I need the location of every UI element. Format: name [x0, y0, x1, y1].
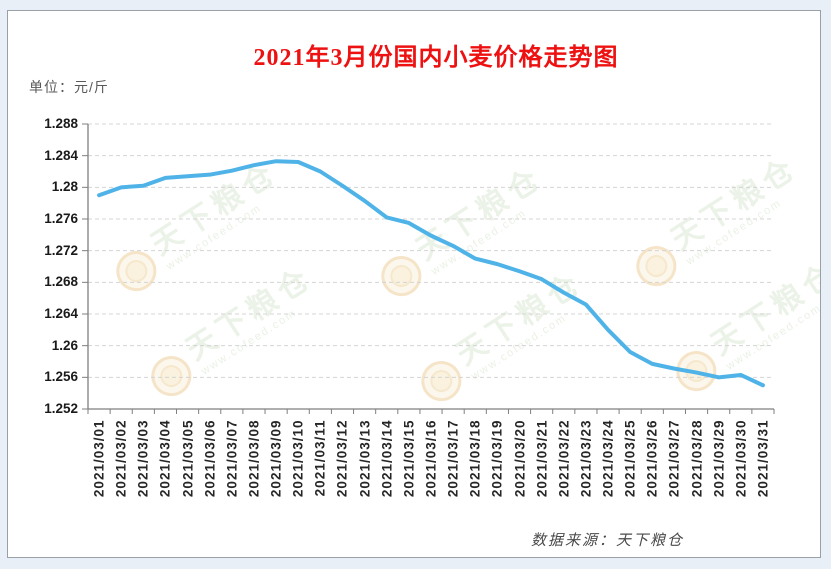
- y-tick-label: 1.264: [44, 306, 78, 321]
- x-tick-label: 2021/03/04: [157, 419, 173, 497]
- watermark-tile: 天下粮仓 www.cofeed.com: [667, 256, 820, 399]
- x-tick-label: 2021/03/31: [755, 419, 771, 497]
- y-tick-label: 1.256: [44, 369, 78, 385]
- watermark-tile: 天下粮仓 www.cofeed.com: [627, 151, 812, 294]
- grain-barn-logo-inner-ring: [121, 255, 152, 287]
- x-tick-label: 2021/03/21: [534, 419, 550, 497]
- grain-barn-logo-icon: [628, 238, 685, 294]
- y-tick-label: 1.284: [44, 147, 78, 163]
- watermark-tile: 天下粮仓 www.cofeed.com: [412, 266, 597, 409]
- x-tick-label: 2021/03/17: [445, 419, 461, 497]
- x-tick-label: 2021/03/08: [246, 419, 262, 497]
- x-tick-label: 2021/03/28: [689, 419, 705, 497]
- unit-label: 单位：元/斤: [29, 79, 109, 95]
- x-tick-label: 2021/03/23: [578, 419, 594, 497]
- x-tick-label: 2021/03/12: [334, 419, 350, 497]
- grain-barn-logo-inner-ring: [386, 260, 417, 292]
- x-tick-label: 2021/03/09: [268, 419, 284, 497]
- y-tick-label: 1.252: [44, 401, 78, 416]
- x-tick-label: 2021/03/13: [357, 419, 373, 497]
- grain-barn-logo-icon: [413, 353, 470, 409]
- x-tick-label: 2021/03/06: [202, 419, 218, 497]
- x-tick-label: 2021/03/05: [180, 419, 196, 497]
- y-tick-label: 1.268: [44, 274, 78, 290]
- grain-barn-logo-icon: [143, 348, 200, 404]
- x-tick-label: 2021/03/02: [113, 419, 129, 497]
- x-tick-label: 2021/03/18: [467, 419, 483, 497]
- chart-panel: 天下粮仓 www.cofeed.com 天下粮仓 www.cofeed.com 天下粮仓…: [7, 10, 821, 558]
- grain-barn-logo-inner-ring: [426, 365, 457, 397]
- grain-barn-logo-inner-ring: [156, 360, 187, 392]
- x-tick-label: 2021/03/01: [91, 419, 107, 497]
- grain-barn-logo-inner-ring: [681, 355, 712, 387]
- y-tick-label: 1.28: [51, 179, 78, 195]
- x-tick-label: 2021/03/27: [666, 419, 682, 497]
- x-tick-label: 2021/03/07: [224, 419, 240, 497]
- x-tick-label: 2021/03/03: [135, 419, 151, 497]
- x-tick-label: 2021/03/25: [622, 419, 638, 497]
- x-tick-label: 2021/03/22: [556, 419, 572, 497]
- x-tick-label: 2021/03/26: [644, 419, 660, 497]
- grain-barn-logo-inner-ring: [641, 250, 672, 282]
- grain-barn-logo-icon: [668, 343, 725, 399]
- chart-title: 2021年3月份国内小麦价格走势图: [253, 45, 619, 71]
- x-tick-label: 2021/03/30: [733, 419, 749, 497]
- x-tick-label: 2021/03/19: [489, 419, 505, 497]
- x-tick-label: 2021/03/11: [312, 419, 328, 496]
- y-tick-label: 1.288: [44, 116, 78, 131]
- grain-barn-logo-icon: [108, 243, 165, 299]
- y-tick-label: 1.272: [44, 242, 78, 258]
- x-tick-label: 2021/03/24: [600, 419, 616, 497]
- y-tick-label: 1.26: [51, 337, 78, 353]
- x-tick-label: 2021/03/15: [401, 419, 417, 497]
- x-tick-label: 2021/03/29: [711, 419, 727, 497]
- watermark-tile: 天下粮仓 www.cofeed.com: [372, 161, 557, 304]
- x-tick-label: 2021/03/14: [379, 419, 395, 497]
- y-tick-label: 1.276: [44, 211, 78, 226]
- watermark-tile: 天下粮仓 www.cofeed.com: [142, 261, 327, 404]
- x-tick-label: 2021/03/16: [423, 419, 439, 497]
- data-source-label: 数据来源：天下粮仓: [531, 532, 685, 549]
- x-tick-label: 2021/03/20: [512, 419, 528, 497]
- grain-barn-logo-icon: [373, 248, 430, 304]
- x-tick-label: 2021/03/10: [290, 419, 306, 497]
- watermark-tile: 天下粮仓 www.cofeed.com: [107, 156, 292, 299]
